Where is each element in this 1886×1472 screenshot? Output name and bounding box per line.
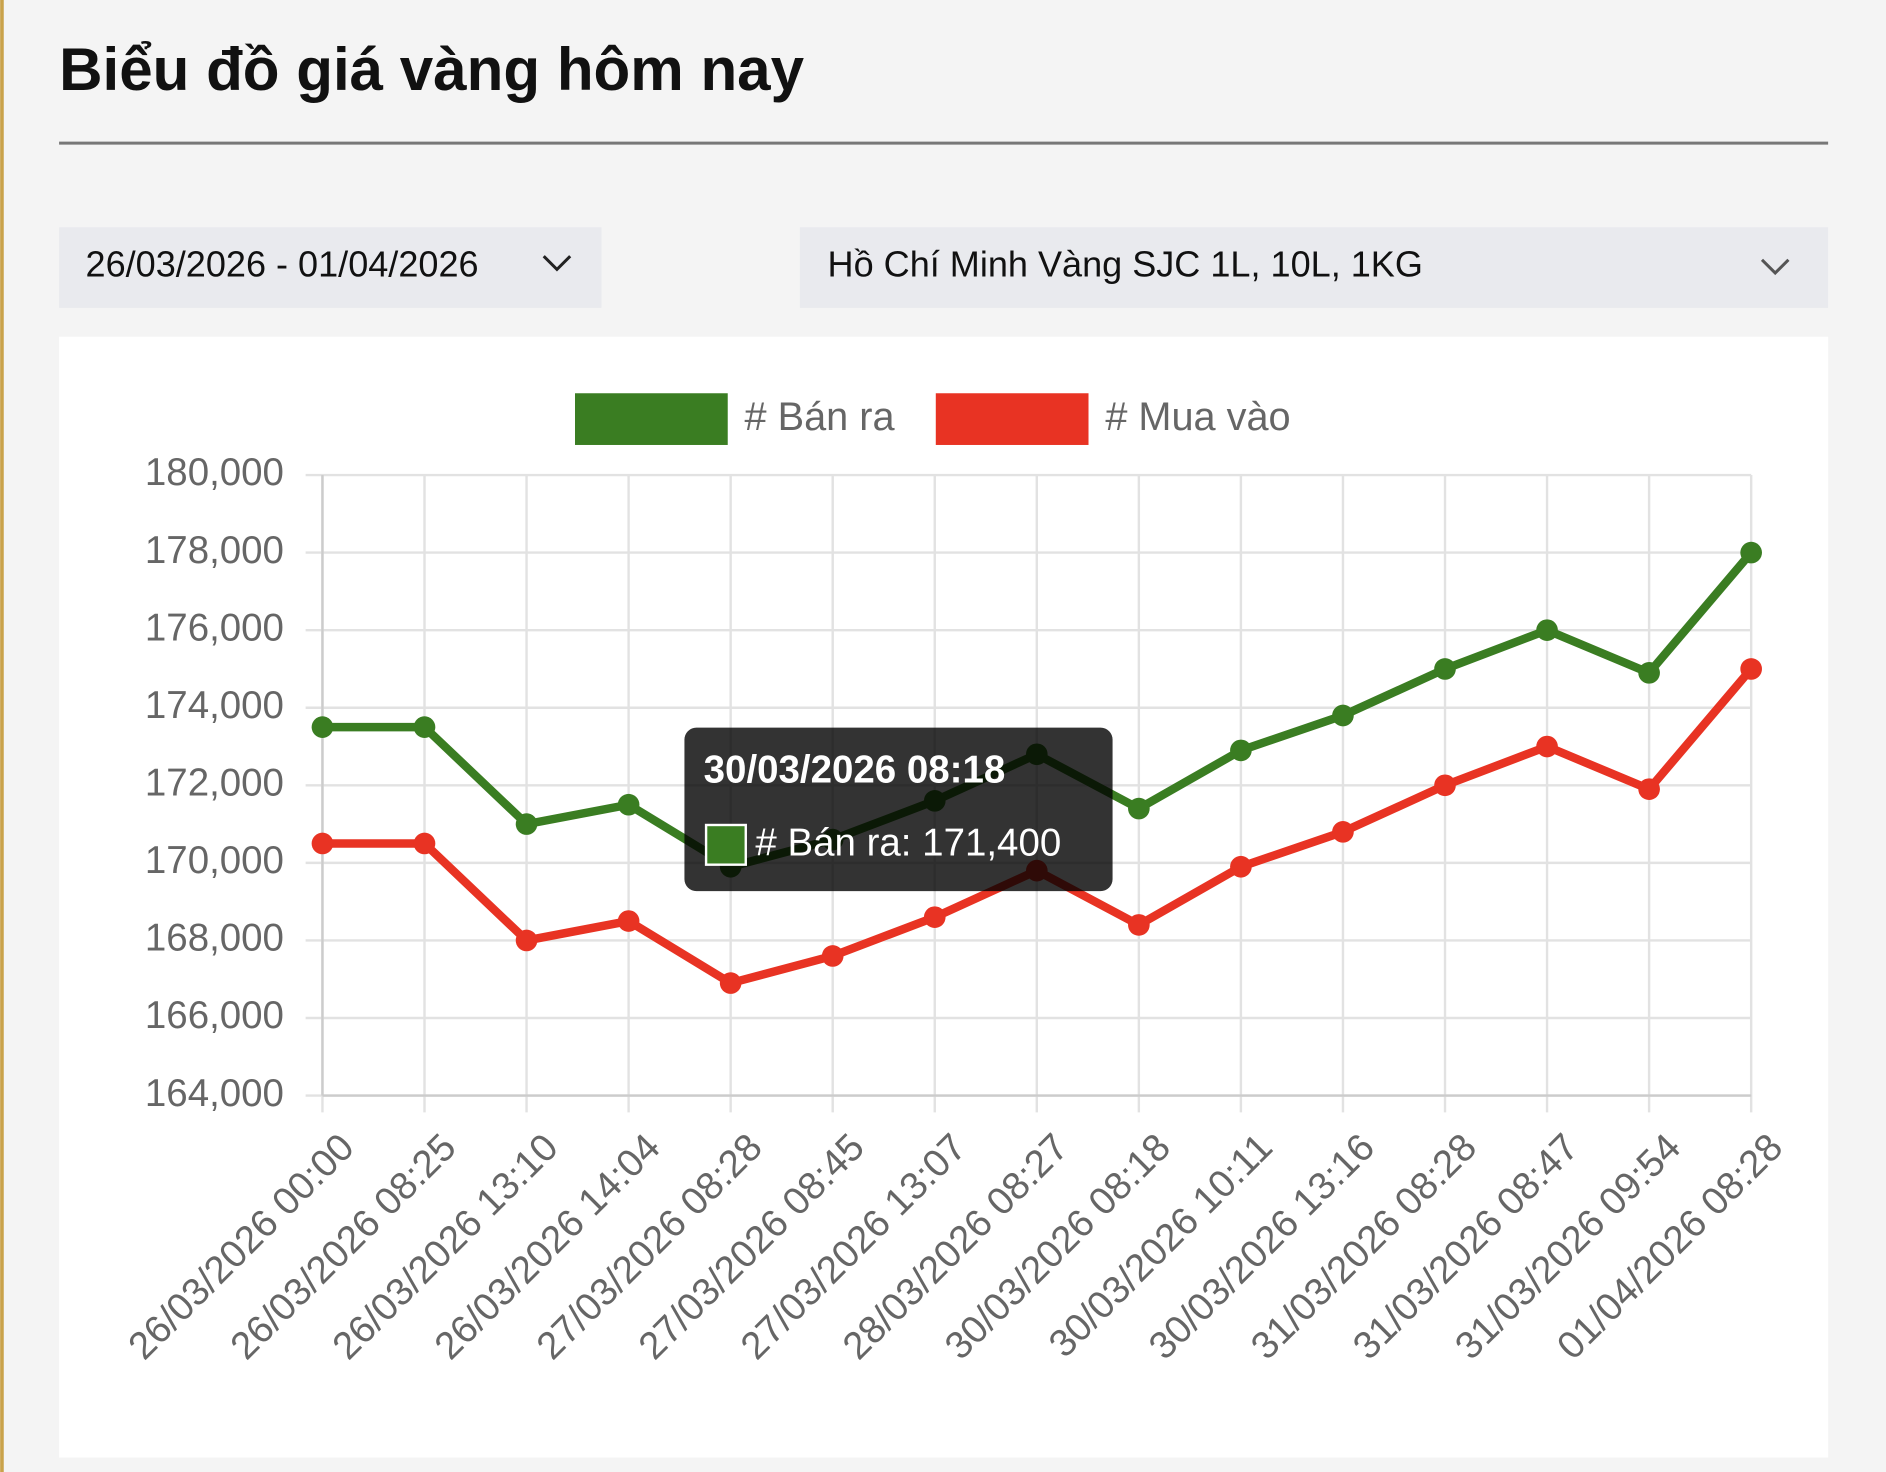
data-point <box>617 793 640 816</box>
product-dropdown[interactable]: Hồ Chí Minh Vàng SJC 1L, 10L, 1KG <box>799 227 1829 308</box>
data-point <box>1230 855 1252 878</box>
legend-label: # Bán ra <box>745 395 896 439</box>
dropdown-text[interactable]: Hồ Chí Minh Vàng SJC 1L, 10L, 1KG <box>828 244 1423 285</box>
chart-panel <box>59 336 1829 1458</box>
data-point <box>515 813 538 835</box>
data-point <box>1638 662 1660 684</box>
y-tick-label: 168,000 <box>145 917 284 960</box>
legend-swatch <box>575 393 728 445</box>
data-point <box>1332 821 1354 843</box>
data-point <box>311 832 334 855</box>
tooltip-label: # Bán ra: 171,400 <box>755 822 1061 865</box>
data-point <box>1332 704 1354 727</box>
data-point <box>413 716 436 738</box>
y-tick-label: 170,000 <box>145 839 284 882</box>
dropdown-box[interactable] <box>59 227 602 308</box>
data-point <box>1638 778 1660 801</box>
data-point <box>1434 658 1456 680</box>
data-point <box>1230 739 1252 762</box>
tooltip: 30/03/2026 08:18 # Bán ra: 171,400 <box>684 727 1113 892</box>
y-tick-label: 172,000 <box>145 761 284 804</box>
date-dropdown[interactable]: 26/03/2026 - 01/04/2026 <box>59 227 602 308</box>
y-tick-label: 174,000 <box>145 684 284 727</box>
tooltip-swatch <box>704 823 747 866</box>
dropdown-box[interactable] <box>799 227 1829 308</box>
data-point <box>1128 797 1150 820</box>
y-tick-label: 180,000 <box>145 451 284 494</box>
data-point <box>923 906 946 928</box>
data-point <box>413 832 436 855</box>
data-point <box>515 929 538 952</box>
page-title: Biểu đồ giá vàng hôm nay <box>59 36 805 103</box>
data-point <box>821 945 844 967</box>
legend-label: # Mua vào <box>1105 395 1290 439</box>
y-tick-label: 176,000 <box>145 606 284 649</box>
tooltip-box <box>684 727 1113 892</box>
tooltip-title: 30/03/2026 08:18 <box>704 748 1006 791</box>
data-point <box>1740 541 1762 564</box>
data-point <box>1536 735 1558 758</box>
data-point <box>311 716 334 738</box>
dropdown-text[interactable]: 26/03/2026 - 01/04/2026 <box>86 244 479 285</box>
y-tick-label: 164,000 <box>145 1072 284 1115</box>
data-point <box>617 910 640 932</box>
legend-swatch <box>935 393 1089 445</box>
y-tick-label: 178,000 <box>145 529 284 572</box>
data-point <box>1536 619 1558 641</box>
chevron[interactable] <box>542 255 572 272</box>
chevron[interactable] <box>1760 258 1790 276</box>
data-point <box>1740 658 1762 680</box>
y-tick-label: 166,000 <box>145 994 284 1037</box>
data-point <box>719 972 742 994</box>
left-border <box>0 0 4 1472</box>
data-point <box>1128 914 1150 936</box>
data-point <box>1434 774 1456 797</box>
